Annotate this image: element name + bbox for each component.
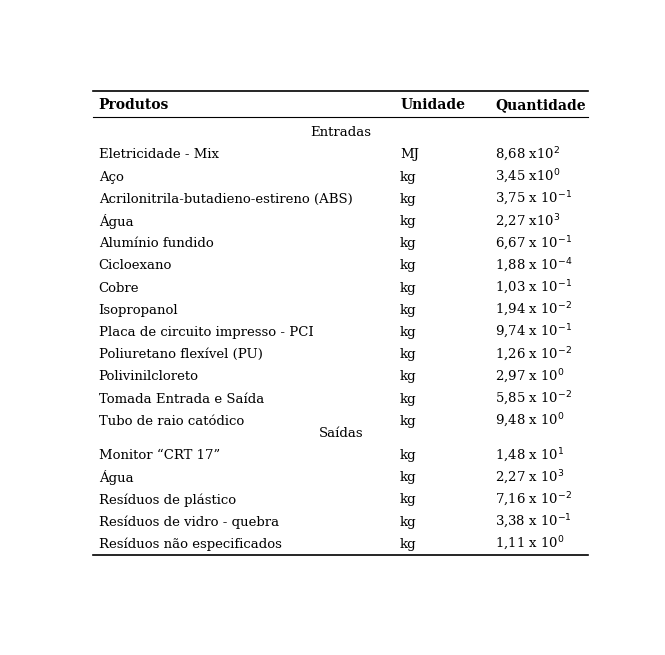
Text: Poliuretano flexível (PU): Poliuretano flexível (PU) bbox=[98, 348, 263, 361]
Text: 1,11 x 10$^{0}$: 1,11 x 10$^{0}$ bbox=[495, 535, 565, 553]
Text: kg: kg bbox=[400, 326, 417, 339]
Text: 1,03 x 10$^{-1}$: 1,03 x 10$^{-1}$ bbox=[495, 279, 573, 297]
Text: kg: kg bbox=[400, 170, 417, 183]
Text: Resíduos não especificados: Resíduos não especificados bbox=[98, 538, 281, 551]
Text: kg: kg bbox=[400, 370, 417, 383]
Text: kg: kg bbox=[400, 193, 417, 206]
Text: Cobre: Cobre bbox=[98, 282, 139, 295]
Text: Quantidade: Quantidade bbox=[495, 98, 586, 112]
Text: Resíduos de plástico: Resíduos de plástico bbox=[98, 493, 235, 507]
Text: 2,97 x 10$^{0}$: 2,97 x 10$^{0}$ bbox=[495, 367, 565, 386]
Text: Polivinilcloreto: Polivinilcloreto bbox=[98, 370, 199, 383]
Text: MJ: MJ bbox=[400, 149, 419, 161]
Text: 9,48 x 10$^{0}$: 9,48 x 10$^{0}$ bbox=[495, 412, 565, 430]
Text: Placa de circuito impresso - PCI: Placa de circuito impresso - PCI bbox=[98, 326, 313, 339]
Text: kg: kg bbox=[400, 515, 417, 529]
Text: kg: kg bbox=[400, 493, 417, 506]
Text: kg: kg bbox=[400, 304, 417, 317]
Text: 1,26 x 10$^{-2}$: 1,26 x 10$^{-2}$ bbox=[495, 346, 573, 364]
Text: 6,67 x 10$^{-1}$: 6,67 x 10$^{-1}$ bbox=[495, 234, 573, 253]
Text: 9,74 x 10$^{-1}$: 9,74 x 10$^{-1}$ bbox=[495, 324, 573, 341]
Text: Alumínio fundido: Alumínio fundido bbox=[98, 237, 213, 250]
Text: 3,75 x 10$^{-1}$: 3,75 x 10$^{-1}$ bbox=[495, 190, 573, 208]
Text: kg: kg bbox=[400, 282, 417, 295]
Text: Água: Água bbox=[98, 214, 133, 229]
Text: kg: kg bbox=[400, 348, 417, 361]
Text: Isopropanol: Isopropanol bbox=[98, 304, 178, 317]
Text: 2,27 x10$^{3}$: 2,27 x10$^{3}$ bbox=[495, 212, 561, 231]
Text: kg: kg bbox=[400, 237, 417, 250]
Text: kg: kg bbox=[400, 392, 417, 405]
Text: 1,48 x 10$^{1}$: 1,48 x 10$^{1}$ bbox=[495, 447, 565, 464]
Text: 1,94 x 10$^{-2}$: 1,94 x 10$^{-2}$ bbox=[495, 301, 573, 319]
Text: Cicloexano: Cicloexano bbox=[98, 259, 172, 272]
Text: Aço: Aço bbox=[98, 170, 124, 183]
Text: Resíduos de vidro - quebra: Resíduos de vidro - quebra bbox=[98, 515, 279, 529]
Text: Unidade: Unidade bbox=[400, 98, 465, 112]
Text: kg: kg bbox=[400, 472, 417, 484]
Text: Monitor “CRT 17”: Monitor “CRT 17” bbox=[98, 449, 220, 462]
Text: kg: kg bbox=[400, 415, 417, 428]
Text: kg: kg bbox=[400, 449, 417, 462]
Text: 7,16 x 10$^{-2}$: 7,16 x 10$^{-2}$ bbox=[495, 491, 573, 509]
Text: 5,85 x 10$^{-2}$: 5,85 x 10$^{-2}$ bbox=[495, 390, 573, 408]
Text: Tubo de raio catódico: Tubo de raio catódico bbox=[98, 415, 244, 428]
Text: 1,88 x 10$^{-4}$: 1,88 x 10$^{-4}$ bbox=[495, 257, 573, 275]
Text: Saídas: Saídas bbox=[319, 427, 363, 440]
Text: kg: kg bbox=[400, 215, 417, 228]
Text: Acrilonitrila-butadieno-estireno (ABS): Acrilonitrila-butadieno-estireno (ABS) bbox=[98, 193, 352, 206]
Text: Eletricidade - Mix: Eletricidade - Mix bbox=[98, 149, 219, 161]
Text: Entradas: Entradas bbox=[311, 126, 371, 140]
Text: 3,38 x 10$^{-1}$: 3,38 x 10$^{-1}$ bbox=[495, 513, 573, 531]
Text: kg: kg bbox=[400, 259, 417, 272]
Text: Tomada Entrada e Saída: Tomada Entrada e Saída bbox=[98, 392, 264, 405]
Text: kg: kg bbox=[400, 538, 417, 551]
Text: Água: Água bbox=[98, 470, 133, 485]
Text: 8,68 x10$^{2}$: 8,68 x10$^{2}$ bbox=[495, 146, 561, 164]
Text: 2,27 x 10$^{3}$: 2,27 x 10$^{3}$ bbox=[495, 469, 565, 487]
Text: Produtos: Produtos bbox=[98, 98, 169, 112]
Text: 3,45 x10$^{0}$: 3,45 x10$^{0}$ bbox=[495, 168, 561, 186]
